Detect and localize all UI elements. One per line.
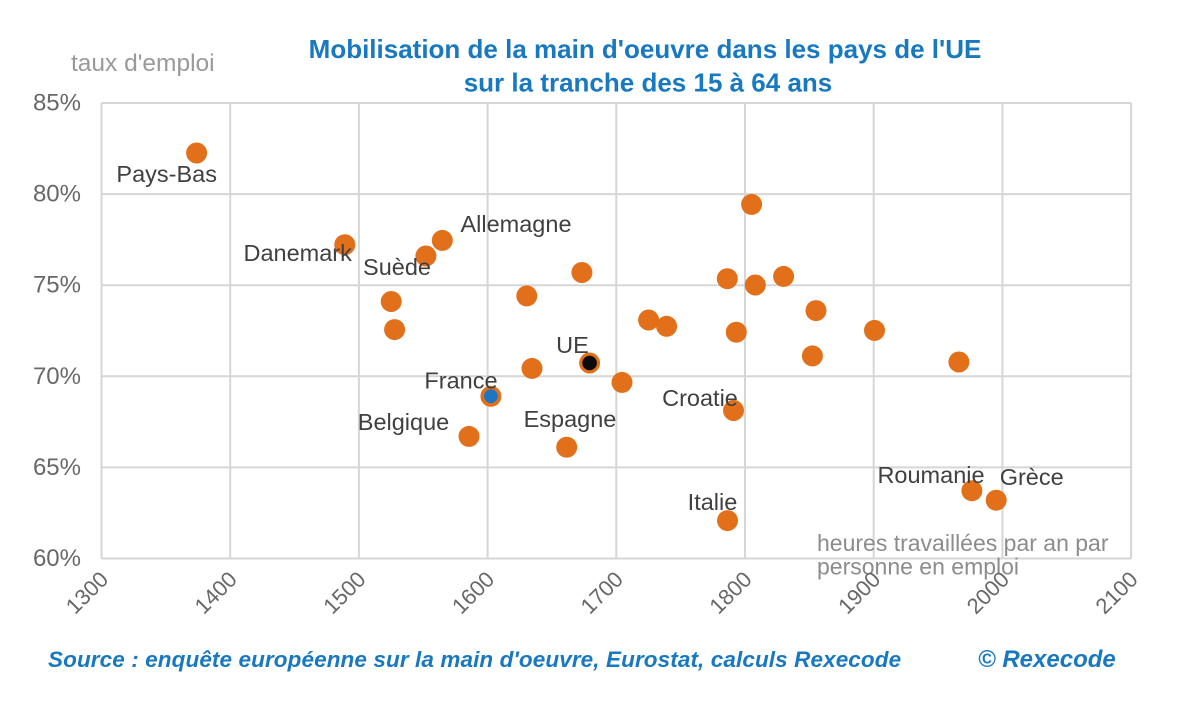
svg-text:80%: 80% [33,181,81,208]
svg-text:2100: 2100 [1090,567,1142,619]
svg-text:70%: 70% [33,363,81,390]
svg-text:heures travaillées par an par: heures travaillées par an par [817,530,1109,556]
svg-text:Allemagne: Allemagne [460,211,571,237]
svg-text:Espagne: Espagne [524,406,617,432]
svg-text:© Rexecode: © Rexecode [978,646,1116,673]
svg-text:Danemark: Danemark [243,240,352,266]
svg-text:Italie: Italie [688,489,738,515]
svg-text:Source : enquête européenne su: Source : enquête européenne sur la main … [48,647,901,672]
svg-text:1800: 1800 [704,567,756,619]
svg-text:1500: 1500 [318,567,370,619]
svg-text:UE: UE [556,332,589,358]
svg-text:personne en emploi: personne en emploi [817,554,1019,580]
svg-text:sur la tranche des 15 à 64 ans: sur la tranche des 15 à 64 ans [464,68,833,98]
svg-text:Mobilisation de la main d'oeuv: Mobilisation de la main d'oeuvre dans le… [309,34,982,64]
svg-text:75%: 75% [33,272,81,299]
svg-text:85%: 85% [33,90,81,117]
svg-text:Suède: Suède [363,254,431,280]
svg-text:Belgique: Belgique [358,409,449,435]
svg-text:1700: 1700 [576,567,628,619]
svg-text:Croatie: Croatie [662,385,738,411]
svg-text:65%: 65% [33,454,81,481]
svg-text:taux d'emploi: taux d'emploi [71,50,215,77]
svg-text:1300: 1300 [61,567,113,619]
svg-text:Roumanie: Roumanie [877,462,984,488]
svg-text:1400: 1400 [190,567,242,619]
svg-text:1600: 1600 [447,567,499,619]
svg-text:Pays-Bas: Pays-Bas [116,161,217,187]
svg-text:60%: 60% [33,545,81,572]
svg-text:Grèce: Grèce [1000,464,1064,490]
svg-text:France: France [424,367,497,393]
